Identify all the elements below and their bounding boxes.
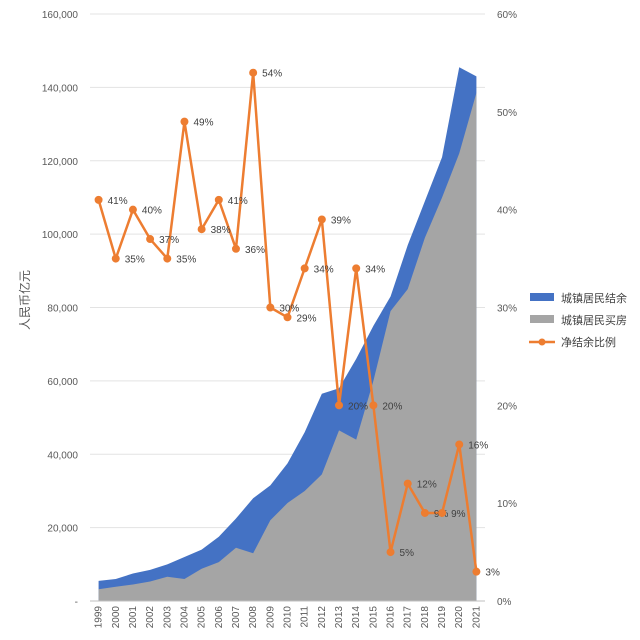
y2-tick-label: 50% <box>497 108 517 119</box>
y-tick-label: 100,000 <box>42 230 79 241</box>
y2-tick-label: 60% <box>497 10 517 21</box>
legend-marker <box>538 338 546 346</box>
data-label: 20% <box>348 401 368 412</box>
y-tick-label: 40,000 <box>47 450 78 461</box>
x-tick-label: 2000 <box>111 606 122 629</box>
data-label: 37% <box>159 235 179 246</box>
data-label: 35% <box>125 255 145 266</box>
x-tick-label: 1999 <box>94 606 105 629</box>
data-label: 30% <box>279 304 299 315</box>
y-tick-label: 80,000 <box>47 304 78 315</box>
x-tick-label: 2019 <box>437 606 448 629</box>
line-point <box>352 264 361 273</box>
y-tick-label: 140,000 <box>42 83 79 94</box>
line-point <box>386 548 395 557</box>
x-tick-label: 2016 <box>386 606 397 629</box>
line-point <box>231 244 240 253</box>
data-label: 36% <box>245 245 265 256</box>
data-label: 3% <box>485 568 500 579</box>
line-point <box>111 254 120 263</box>
legend-label: 净结余比例 <box>561 335 616 349</box>
x-tick-label: 2012 <box>317 606 328 629</box>
y-tick-label: 60,000 <box>47 377 78 388</box>
data-label: 20% <box>382 401 402 412</box>
data-label: 41% <box>228 196 248 207</box>
line-point <box>249 68 258 77</box>
y-tick-label: - <box>75 597 78 608</box>
y-tick-label: 120,000 <box>42 157 79 168</box>
line-point <box>420 508 429 517</box>
y-tick-label: 160,000 <box>42 10 79 21</box>
x-tick-label: 2003 <box>162 606 173 629</box>
y2-tick-label: 20% <box>497 401 517 412</box>
axes: - 20,000 40,000 60,000 80,000 100,000 120,000 1… <box>42 10 517 628</box>
data-label: 38% <box>211 225 231 236</box>
x-tick-label: 2018 <box>420 606 431 629</box>
legend-label: 城镇居民结余 <box>561 291 627 305</box>
line-point <box>266 303 275 312</box>
x-tick-label: 2008 <box>248 606 259 629</box>
data-label: 16% <box>468 440 488 451</box>
line-series: 41% 35% 40% 37% 35% 49% 38% 41% 36% 54% 30%29% 34% 3… <box>94 68 500 579</box>
line-point <box>163 254 172 263</box>
line-point <box>438 508 447 517</box>
data-label: 35% <box>176 255 196 266</box>
y2-tick-label: 10% <box>497 499 517 510</box>
x-tick-label: 2020 <box>454 606 465 629</box>
y2-tick-label: 40% <box>497 206 517 217</box>
legend-swatch <box>530 315 554 323</box>
y-tick-label: 20,000 <box>47 524 78 535</box>
line-point <box>283 313 292 322</box>
area-城镇居民买房 <box>98 92 477 602</box>
x-tick-label: 2017 <box>403 606 414 629</box>
x-tick-label: 2004 <box>179 606 190 629</box>
line-point <box>94 195 103 204</box>
line-point <box>455 440 464 449</box>
x-tick-label: 2013 <box>334 606 345 629</box>
gridlines <box>90 13 485 602</box>
y2-tick-label: 30% <box>497 304 517 315</box>
data-label: 34% <box>365 264 385 275</box>
data-label: 5% <box>400 548 415 559</box>
line-point <box>335 401 344 410</box>
x-tick-label: 2002 <box>145 606 156 629</box>
x-tick-label: 2014 <box>351 606 362 629</box>
data-label: 40% <box>142 206 162 217</box>
x-tick-label: 2006 <box>214 606 225 629</box>
x-tick-label: 2021 <box>471 606 482 629</box>
data-label: 39% <box>331 215 351 226</box>
legend-swatch <box>530 293 554 301</box>
legend-label: 城镇居民买房 <box>561 313 627 327</box>
line-point <box>197 225 206 234</box>
data-label: 9% <box>451 509 466 520</box>
x-tick-label: 2011 <box>300 606 311 628</box>
line-point <box>403 479 412 488</box>
x-tick-label: 2007 <box>231 606 242 629</box>
data-label: 49% <box>193 118 213 129</box>
x-tick-label: 2001 <box>128 606 139 629</box>
data-label: 29% <box>297 313 317 324</box>
line-point <box>369 401 378 410</box>
y-axis-title: 人民币亿元 <box>17 270 32 330</box>
data-label: 54% <box>262 69 282 80</box>
line-point <box>128 205 137 214</box>
x-tick-label: 2005 <box>197 606 208 629</box>
line-point <box>214 195 223 204</box>
area-series <box>98 67 477 602</box>
x-tick-label: 2010 <box>283 606 294 629</box>
data-label: 12% <box>417 480 437 491</box>
line-point <box>472 567 481 576</box>
line-point <box>146 235 155 244</box>
y2-tick-label: 0% <box>497 597 512 608</box>
line-point <box>180 117 189 126</box>
line-point <box>317 215 326 224</box>
line-point <box>300 264 309 273</box>
data-label: 34% <box>314 264 334 275</box>
x-tick-label: 2009 <box>265 606 276 629</box>
data-label: 41% <box>108 196 128 207</box>
x-tick-label: 2015 <box>368 606 379 629</box>
